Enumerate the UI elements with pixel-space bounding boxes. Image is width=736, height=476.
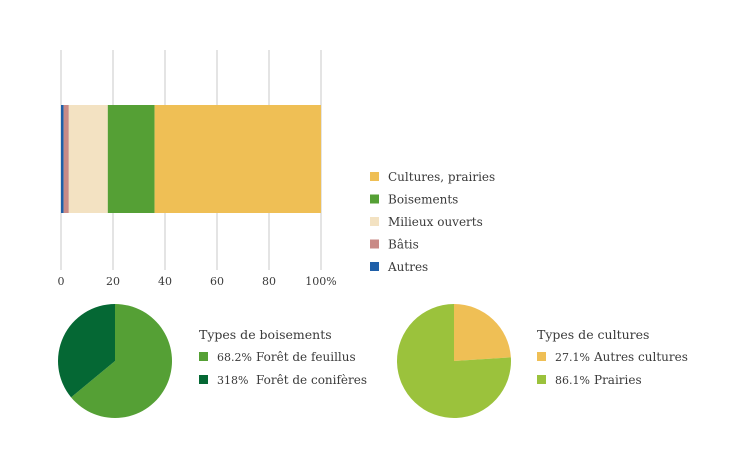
legend-swatch: [537, 375, 546, 384]
bar-segment-boisements: [107, 105, 155, 213]
legend-label: Prairies: [594, 373, 642, 387]
legend-label: Boisements: [388, 193, 458, 207]
pie-boisements-legend: 68.2% Forêt de feuillus 318% Forêt de conif…: [199, 350, 367, 387]
x-axis-ticks: 0 20 40 60 80 100%: [58, 275, 337, 288]
legend-swatch: [370, 172, 379, 181]
legend-label: Milieux ouverts: [388, 215, 483, 229]
bar-segment-autres: [61, 105, 64, 213]
pie-boisements-title: Types de boisements: [199, 327, 332, 342]
legend-label: Cultures, prairies: [388, 170, 495, 184]
bar-legend: Cultures, prairies Boisements Milieux ouve…: [370, 170, 495, 274]
pie-slice-foret-de-feuillus: [71, 304, 172, 418]
legend-label: Autres cultures: [593, 350, 688, 364]
x-tick-label: 100%: [305, 275, 336, 288]
legend-label: Forêt de feuillus: [256, 350, 356, 364]
x-tick-label: 0: [58, 275, 65, 288]
legend-swatch: [199, 352, 208, 361]
pie-slice-autres-cultures: [454, 304, 511, 361]
legend-percent: 27.1%: [555, 351, 590, 364]
legend-swatch: [199, 375, 208, 384]
pie-cultures: [397, 304, 511, 418]
legend-swatch: [370, 217, 379, 226]
x-tick-label: 60: [210, 275, 224, 288]
x-tick-label: 40: [158, 275, 172, 288]
pie-cultures-title: Types de cultures: [537, 327, 649, 342]
legend-label: Autres: [387, 260, 428, 274]
legend-percent: 68.2%: [217, 351, 252, 364]
legend-swatch: [537, 352, 546, 361]
legend-swatch: [370, 194, 379, 204]
legend-percent: 86.1%: [555, 374, 590, 387]
x-tick-label: 80: [262, 275, 276, 288]
legend-percent: 318%: [217, 374, 248, 387]
pie-slice-foret-de-coniferes: [57, 304, 115, 398]
pie-boisements: [57, 304, 172, 418]
bar-segment-milieux-ouverts: [68, 105, 108, 213]
legend-swatch: [370, 262, 379, 271]
bar-segment-batis: [63, 105, 69, 213]
x-tick-label: 20: [106, 275, 120, 288]
legend-label: Forêt de conifères: [256, 373, 367, 387]
legend-swatch: [370, 239, 379, 249]
stacked-bar: [61, 105, 321, 213]
bar-segment-cultures-prairies: [154, 105, 321, 213]
pie-slice-prairies: [397, 304, 511, 418]
legend-label: Bâtis: [388, 238, 419, 252]
